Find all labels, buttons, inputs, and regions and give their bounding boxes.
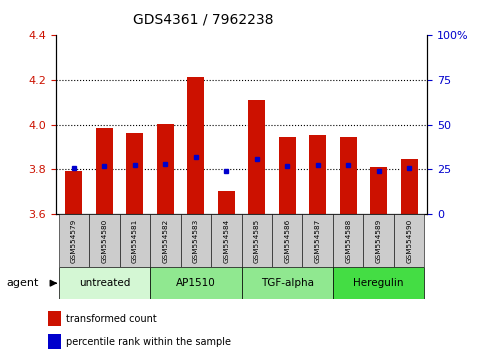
Bar (150, 214, 181, 267)
Bar (187, 77, 204, 214)
Text: GSM554582: GSM554582 (162, 218, 168, 263)
Text: GSM554588: GSM554588 (345, 218, 351, 263)
Text: GSM554586: GSM554586 (284, 218, 290, 263)
Bar (340, 137, 356, 214)
Bar (248, 100, 265, 214)
Text: GSM554583: GSM554583 (193, 218, 199, 263)
Bar (211, 214, 242, 267)
Text: GDS4361 / 7962238: GDS4361 / 7962238 (133, 12, 273, 27)
Bar (394, 214, 425, 267)
Bar (48, 334, 61, 349)
Text: GSM554585: GSM554585 (254, 218, 260, 263)
Text: GSM554590: GSM554590 (406, 218, 412, 263)
Bar (302, 214, 333, 267)
Bar (333, 267, 425, 299)
Text: agent: agent (6, 278, 39, 288)
Bar (48, 312, 61, 326)
Text: GSM554580: GSM554580 (101, 218, 107, 263)
Bar (333, 214, 363, 267)
Text: GSM554584: GSM554584 (223, 218, 229, 263)
Bar (157, 124, 174, 214)
Bar (58, 267, 150, 299)
Bar (401, 159, 417, 214)
Bar (58, 214, 89, 267)
Bar (242, 267, 333, 299)
Text: GSM554589: GSM554589 (376, 218, 382, 263)
Text: GSM554587: GSM554587 (315, 218, 321, 263)
Text: GSM554579: GSM554579 (71, 218, 77, 263)
Text: TGF-alpha: TGF-alpha (261, 278, 314, 288)
Bar (150, 267, 242, 299)
Text: AP1510: AP1510 (176, 278, 215, 288)
Bar (96, 128, 113, 214)
Bar (89, 214, 120, 267)
Bar (120, 214, 150, 267)
Bar (309, 135, 326, 214)
Bar (66, 171, 82, 214)
Bar (242, 214, 272, 267)
Bar (127, 133, 143, 214)
Bar (272, 214, 302, 267)
Bar (363, 214, 394, 267)
Text: Heregulin: Heregulin (354, 278, 404, 288)
Bar (181, 214, 211, 267)
Bar (370, 167, 387, 214)
Bar (279, 137, 296, 214)
Bar (218, 191, 235, 214)
Text: untreated: untreated (79, 278, 130, 288)
Text: GSM554581: GSM554581 (132, 218, 138, 263)
Text: percentile rank within the sample: percentile rank within the sample (66, 337, 230, 347)
Text: transformed count: transformed count (66, 314, 156, 324)
